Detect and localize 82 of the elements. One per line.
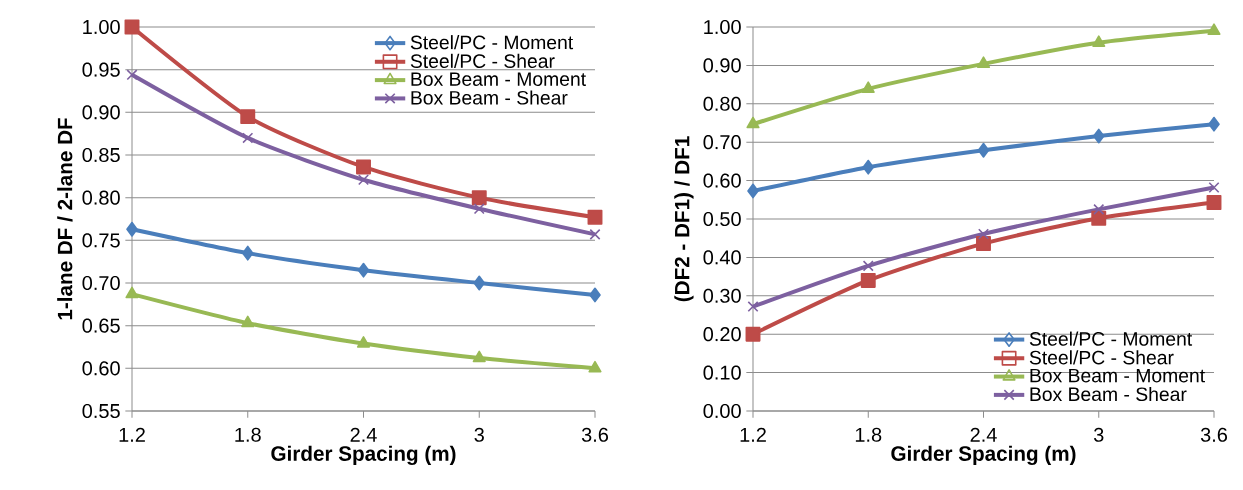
point <box>862 260 874 272</box>
y-tick-label: 0.55 <box>82 403 120 419</box>
y-tick-label: 0.70 <box>703 135 741 150</box>
x-tick-label: 1.8 <box>855 427 882 442</box>
x-tick-label: 2.4 <box>350 427 377 442</box>
point <box>1206 195 1222 210</box>
y-tick-label: 0.20 <box>703 327 741 342</box>
y-tick-label: 0.60 <box>82 361 120 376</box>
y-tick-label: 0.30 <box>703 288 741 303</box>
point <box>589 287 601 303</box>
x-axis-title: Girder Spacing (m) <box>891 445 1076 466</box>
point <box>745 326 761 342</box>
point <box>471 190 487 206</box>
point <box>356 336 371 348</box>
point <box>125 286 139 299</box>
point <box>473 275 486 291</box>
x-tick-label: 1.2 <box>119 427 145 442</box>
y-tick-label: 1.00 <box>704 19 741 35</box>
point <box>472 350 486 363</box>
legend-label: Box Beam - Shear <box>1030 386 1187 402</box>
y-tick-label: 0.50 <box>703 211 741 227</box>
point <box>1092 128 1105 144</box>
point <box>356 159 371 175</box>
y-tick-label: 0.40 <box>703 250 741 265</box>
legend-label: Steel/PC - Moment <box>410 35 574 50</box>
x-tick-label: 1.2 <box>740 427 766 442</box>
y-tick-label: 0.90 <box>703 58 741 73</box>
y-tick-label: 0.80 <box>703 96 741 111</box>
y-axis-title: 1-lane DF / 2-lane DF <box>57 118 73 320</box>
y-tick-label: 0.90 <box>82 105 120 120</box>
point <box>241 245 254 261</box>
point <box>357 262 370 278</box>
point <box>240 109 256 125</box>
legend-label: Steel/PC - Shear <box>410 53 555 68</box>
point <box>357 174 370 186</box>
point <box>1093 203 1105 215</box>
point <box>1091 210 1107 226</box>
point <box>1207 23 1221 35</box>
legend-label: Steel/PC - Shear <box>1029 350 1174 365</box>
x-tick-label: 3 <box>1093 427 1104 442</box>
point <box>977 142 990 158</box>
point <box>1208 182 1220 194</box>
point <box>977 228 990 240</box>
legend-label: Box Beam - Moment <box>411 72 586 86</box>
y-tick-label: 0.10 <box>703 365 741 380</box>
legend-label: Box Beam - Moment <box>1030 368 1205 383</box>
x-tick-label: 3.6 <box>581 427 609 442</box>
x-tick-label: 2.4 <box>970 427 997 442</box>
legend-label: Steel/PC - Moment <box>1029 331 1193 346</box>
point <box>587 209 603 225</box>
x-tick-label: 3 <box>474 427 484 442</box>
y-tick-label: 0.85 <box>82 147 120 163</box>
y-tick-label: 0.60 <box>703 173 741 188</box>
x-tick-label: 3.6 <box>1200 427 1228 442</box>
point <box>588 360 602 373</box>
point <box>241 315 255 328</box>
x-axis-title: Girder Spacing (m) <box>271 445 456 466</box>
point <box>589 228 601 240</box>
y-tick-label: 0.70 <box>82 275 120 291</box>
y-tick-label: 0.95 <box>82 62 120 77</box>
legend-label: Box Beam - Shear <box>411 90 568 105</box>
point <box>473 203 485 215</box>
y-tick-label: 0.65 <box>82 318 120 333</box>
point <box>976 56 991 68</box>
y-tick-label: 0.75 <box>82 233 120 248</box>
point <box>746 116 760 129</box>
x-tick-label: 1.8 <box>235 427 261 442</box>
point <box>1092 35 1106 47</box>
y-tick-label: 1.00 <box>83 19 120 35</box>
y-tick-label: 0.00 <box>703 403 741 419</box>
y-axis-title: (DF2 - DF1) / DF1 <box>674 136 694 302</box>
point <box>1208 116 1220 132</box>
point <box>747 183 759 199</box>
point <box>242 132 254 144</box>
point <box>976 236 991 252</box>
point <box>126 69 138 81</box>
y-tick-label: 0.80 <box>82 190 120 205</box>
point <box>862 159 875 175</box>
point <box>860 272 876 288</box>
point <box>126 221 138 237</box>
point <box>747 301 759 313</box>
point <box>861 81 875 93</box>
